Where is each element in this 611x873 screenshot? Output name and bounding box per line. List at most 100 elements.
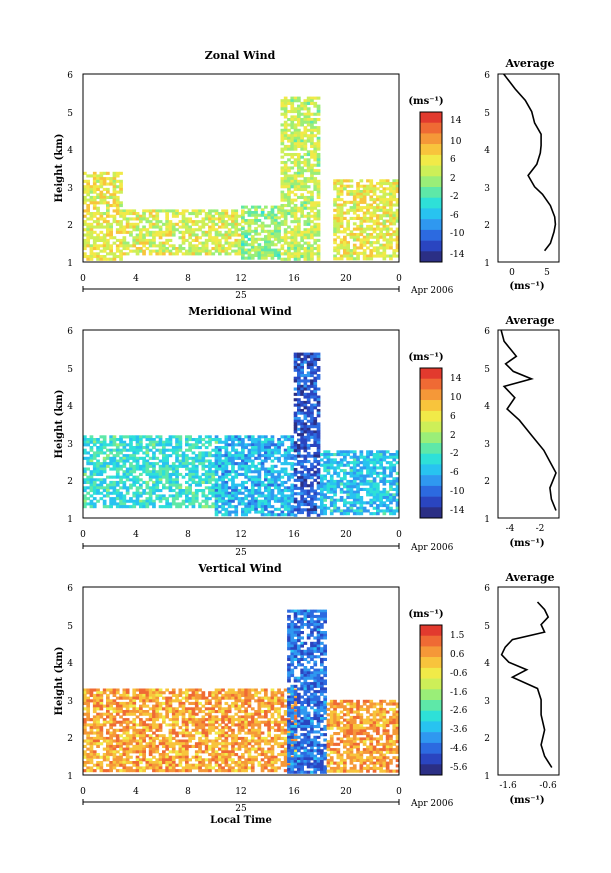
heatmap-cell: [188, 718, 192, 722]
heatmap-cell: [306, 427, 311, 431]
heatmap-cell: [194, 718, 199, 722]
heatmap-cell: [162, 505, 166, 509]
heatmap-cell: [185, 462, 189, 466]
heatmap-cell: [287, 510, 291, 514]
colorbar-swatch: [420, 389, 442, 401]
heatmap-cell: [125, 489, 130, 493]
heatmap-cell: [273, 497, 278, 501]
heatmap-cell: [204, 472, 209, 476]
heatmap-cell: [204, 233, 209, 237]
heatmap-cell: [129, 467, 133, 471]
heatmap-cell: [86, 766, 90, 770]
heatmap-cell: [264, 472, 268, 476]
heatmap-cell: [135, 766, 140, 770]
heatmap-cell: [310, 177, 314, 181]
heatmap-cell: [96, 179, 100, 183]
heatmap-cell: [148, 448, 153, 452]
heatmap-cell: [221, 236, 225, 240]
heatmap-cell: [106, 736, 110, 740]
heatmap-cell: [148, 712, 153, 716]
heatmap-cell: [211, 718, 216, 722]
heatmap-cell: [214, 462, 219, 466]
heatmap-cell: [162, 494, 166, 498]
heatmap-cell: [300, 492, 304, 496]
heatmap-cell: [389, 498, 393, 502]
heatmap-cell: [89, 494, 94, 498]
heatmap-cell: [303, 454, 308, 458]
heatmap-cell: [129, 742, 133, 746]
heatmap-cell: [135, 448, 140, 452]
heatmap-cell: [175, 715, 179, 719]
heatmap-cell: [395, 184, 400, 188]
heatmap-cell: [362, 509, 367, 513]
heatmap-cell: [86, 688, 90, 692]
heatmap-cell: [218, 459, 222, 463]
heatmap-cell: [369, 224, 374, 228]
heatmap-cell: [122, 696, 127, 700]
heatmap-cell: [194, 467, 199, 471]
heatmap-cell: [300, 252, 304, 256]
heatmap-cell: [194, 499, 199, 503]
heatmap-cell: [290, 147, 295, 151]
heatmap-cell: [188, 212, 192, 216]
heatmap-cell: [366, 450, 370, 454]
heatmap-cell: [155, 710, 160, 714]
heatmap-cell: [297, 433, 301, 437]
heatmap-cell: [352, 463, 357, 467]
heatmap-cell: [273, 248, 278, 252]
heatmap-cell: [208, 489, 212, 493]
heatmap-cell: [260, 256, 265, 260]
heatmap-cell: [224, 480, 229, 484]
heatmap-cell: [376, 219, 380, 223]
heatmap-cell: [244, 467, 248, 471]
heatmap-cell: [181, 750, 186, 754]
heatmap-cell: [135, 475, 140, 479]
heatmap-cell: [352, 512, 357, 516]
heatmap-cell: [112, 171, 117, 175]
heatmap-cell: [300, 101, 304, 105]
heatmap-cell: [99, 715, 104, 719]
heatmap-cell: [389, 453, 393, 457]
heatmap-cell: [148, 209, 153, 213]
heatmap-cell: [165, 763, 169, 767]
heatmap-cell: [148, 486, 153, 490]
heatmap-cell: [92, 179, 97, 183]
heatmap-cell: [155, 252, 160, 256]
heatmap-cell: [385, 496, 390, 500]
heatmap-cell: [83, 701, 87, 705]
heatmap-cell: [92, 755, 97, 759]
heatmap-cell: [247, 227, 252, 231]
heatmap-cell: [175, 451, 179, 455]
heatmap-cell: [372, 496, 377, 500]
heatmap-cell: [260, 440, 265, 444]
heatmap-cell: [211, 225, 216, 229]
heatmap-cell: [99, 478, 104, 482]
heatmap-cell: [178, 750, 183, 754]
heatmap-cell: [148, 739, 153, 743]
heatmap-cell: [83, 198, 87, 202]
heatmap-cell: [313, 371, 318, 375]
heatmap-cell: [129, 499, 133, 503]
heatmap-cell: [129, 704, 133, 708]
heatmap-cell: [86, 456, 90, 460]
heatmap-cell: [346, 190, 350, 194]
heatmap-cell: [372, 184, 377, 188]
heatmap-cell: [297, 255, 301, 259]
heatmap-cell: [260, 505, 265, 509]
heatmap-cell: [280, 238, 285, 242]
heatmap-cell: [106, 238, 110, 242]
heatmap-cell: [366, 461, 370, 465]
heatmap-cell: [247, 211, 252, 215]
heatmap-cell: [234, 230, 239, 234]
heatmap-cell: [316, 427, 321, 431]
heatmap-cell: [366, 192, 370, 196]
heatmap-cell: [227, 217, 232, 221]
heatmap-cell: [155, 707, 160, 711]
heatmap-cell: [336, 251, 341, 255]
heatmap-cell: [178, 742, 183, 746]
heatmap-cell: [224, 739, 229, 743]
heatmap-cell: [372, 241, 377, 245]
heatmap-cell: [158, 688, 163, 692]
heatmap-cell: [336, 485, 341, 489]
heatmap-cell: [320, 487, 324, 491]
